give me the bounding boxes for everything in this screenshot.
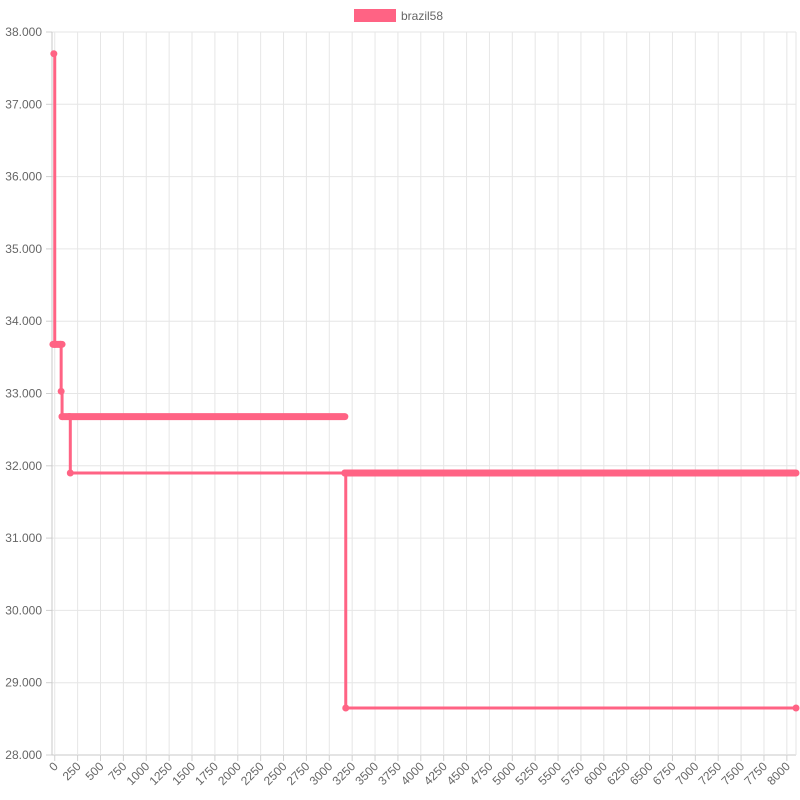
x-tick-label: 8000 — [764, 759, 793, 788]
grid-lines — [52, 31, 797, 756]
x-tick-label: 4750 — [467, 759, 496, 788]
x-tick-label: 250 — [60, 759, 84, 783]
x-tick-label: 2250 — [238, 759, 267, 788]
data-point — [342, 704, 350, 712]
x-tick-label: 5000 — [490, 759, 519, 788]
y-tick-label: 37.000 — [5, 97, 42, 111]
x-tick-label: 7500 — [718, 759, 747, 788]
x-tick-label: 5750 — [558, 759, 587, 788]
data-point — [58, 413, 66, 421]
x-tick-label: 6500 — [627, 759, 656, 788]
legend-swatch-brazil58[interactable] — [354, 9, 396, 22]
x-tick-label: 500 — [83, 759, 107, 783]
x-tick-label: 6000 — [581, 759, 610, 788]
data-point — [56, 340, 64, 348]
x-tick-label: 4500 — [444, 759, 473, 788]
y-tick-label: 31.000 — [5, 531, 42, 545]
x-tick-label: 3250 — [330, 759, 359, 788]
x-tick-label: 1500 — [169, 759, 198, 788]
y-tick-label: 30.000 — [5, 603, 42, 617]
x-tick-label: 3750 — [375, 759, 404, 788]
x-tick-label: 1250 — [146, 759, 175, 788]
series-layer — [49, 50, 800, 712]
y-tick-label: 29.000 — [5, 676, 42, 690]
x-tick-label: 2750 — [284, 759, 313, 788]
y-tick-label: 35.000 — [5, 242, 42, 256]
x-tick-label: 2000 — [215, 759, 244, 788]
x-tick-label: 1000 — [124, 759, 153, 788]
x-tick-label: 2500 — [261, 759, 290, 788]
x-tick-label: 4000 — [398, 759, 427, 788]
x-tick-label: 6750 — [650, 759, 679, 788]
legend[interactable]: brazil58 — [354, 9, 443, 23]
data-point — [66, 469, 74, 477]
x-tick-label: 1750 — [192, 759, 221, 788]
x-tick-label: 3500 — [352, 759, 381, 788]
x-tick-label: 5250 — [513, 759, 542, 788]
y-tick-label: 33.000 — [5, 387, 42, 401]
x-tick-label: 4250 — [421, 759, 450, 788]
data-point — [792, 704, 800, 712]
y-tick-label: 38.000 — [5, 25, 42, 39]
x-tick-label: 3000 — [307, 759, 336, 788]
data-point — [50, 50, 58, 58]
data-point — [51, 340, 59, 348]
x-tick-label: 7250 — [696, 759, 725, 788]
y-tick-label: 32.000 — [5, 459, 42, 473]
legend-label-brazil58[interactable]: brazil58 — [401, 9, 443, 23]
x-tick-label: 6250 — [604, 759, 633, 788]
x-tick-label: 5500 — [535, 759, 564, 788]
data-point — [65, 413, 73, 421]
y-tick-label: 34.000 — [5, 314, 42, 328]
x-tick-label: 0 — [46, 759, 61, 774]
y-tick-label: 36.000 — [5, 170, 42, 184]
x-tick-label: 7000 — [673, 759, 702, 788]
x-tick-label: 7750 — [741, 759, 770, 788]
y-tick-label: 28.000 — [5, 748, 42, 762]
data-point — [341, 469, 349, 477]
data-point — [57, 387, 65, 395]
series-line-brazil58 — [53, 52, 796, 710]
